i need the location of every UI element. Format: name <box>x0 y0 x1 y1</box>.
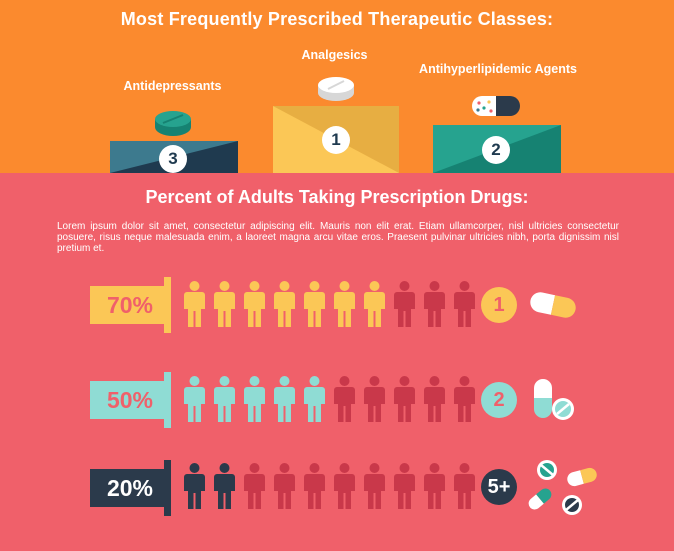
two-pills-icon <box>534 379 574 420</box>
podium-label-analgesics: Analgesics <box>301 48 368 62</box>
round-tablet-icon <box>155 111 191 136</box>
count-circle-2: 2 <box>481 382 517 418</box>
section-body: Lorem ipsum dolor sit amet, consectetur … <box>57 221 619 254</box>
section-title: Percent of Adults Taking Prescription Dr… <box>145 187 529 207</box>
rank-badge-2: 2 <box>482 136 510 164</box>
capsule-icon <box>472 96 520 116</box>
person-icon-filled <box>214 376 235 422</box>
podium-label-antidepressants: Antidepressants <box>123 79 222 93</box>
person-icon-empty <box>424 281 445 327</box>
badge-pin <box>164 277 171 333</box>
percent-badge-50: 50% <box>90 381 170 419</box>
person-icon-filled <box>184 463 205 509</box>
percent-badge-20: 20% <box>90 469 170 507</box>
page-title: Most Frequently Prescribed Therapeutic C… <box>120 9 554 29</box>
person-icon-filled <box>304 376 325 422</box>
person-icon-empty <box>244 463 265 509</box>
person-icon-filled <box>214 281 235 327</box>
person-icon-empty <box>394 376 415 422</box>
person-icon-empty <box>454 281 475 327</box>
person-icon-empty <box>454 463 475 509</box>
person-icon-filled <box>364 281 385 327</box>
person-icon-filled <box>274 376 295 422</box>
many-pills-icon <box>528 460 597 515</box>
person-icon-filled <box>304 281 325 327</box>
rank-badge-3: 3 <box>159 145 187 173</box>
badge-pin <box>164 372 171 428</box>
person-icon-filled <box>334 281 355 327</box>
rank-badge-1: 1 <box>322 126 350 154</box>
person-icon-empty <box>334 463 355 509</box>
person-icon-filled <box>184 281 205 327</box>
person-icon-empty <box>424 463 445 509</box>
badge-pin <box>164 460 171 516</box>
people-row-3 <box>184 463 475 509</box>
person-icon-empty <box>334 376 355 422</box>
count-circle-1: 1 <box>481 287 517 323</box>
person-icon-filled <box>184 376 205 422</box>
person-icon-empty <box>424 376 445 422</box>
person-icon-filled <box>244 281 265 327</box>
percent-badge-70: 70% <box>90 286 170 324</box>
person-icon-empty <box>394 281 415 327</box>
person-icon-empty <box>274 463 295 509</box>
person-icon-empty <box>454 376 475 422</box>
person-icon-filled <box>214 463 235 509</box>
person-icon-empty <box>304 463 325 509</box>
person-icon-filled <box>274 281 295 327</box>
podium-label-antihyperlipidemic: Antihyperlipidemic Agents <box>419 62 577 76</box>
people-row-1 <box>184 281 475 327</box>
count-circle-5plus: 5+ <box>481 469 517 505</box>
capsule-icon <box>530 292 576 318</box>
person-icon-empty <box>364 376 385 422</box>
people-row-2 <box>184 376 475 422</box>
person-icon-empty <box>364 463 385 509</box>
person-icon-filled <box>244 376 265 422</box>
pill-stack-icon <box>318 77 354 101</box>
person-icon-empty <box>394 463 415 509</box>
